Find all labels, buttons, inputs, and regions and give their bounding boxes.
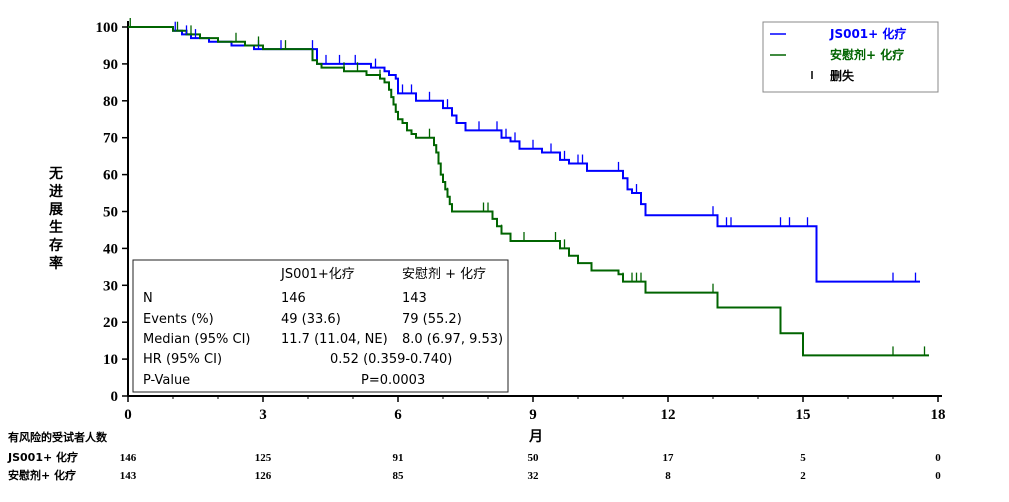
y-tick-label: 90 [103,57,118,73]
risk-table: 有风险的受试者人数 JS001+ 化疗 安慰剂+ 化疗 146 125 91 50 17… [7,430,941,482]
risk-count: 0 [935,470,941,482]
stats-cell: 8.0 (6.97, 9.53) [402,332,503,347]
x-tick-label: 9 [529,407,537,423]
y-axis-title: 无进展生存率 [48,166,63,272]
risk-count: 143 [120,470,137,482]
y-tick-label: 20 [103,315,118,331]
y-axis-title-char: 无 [48,166,63,182]
y-axis-title-char: 存 [49,237,63,254]
risk-count: 146 [120,452,137,464]
stats-col-header-js001: JS001+化疗 [280,267,355,282]
legend-label-js001: JS001+ 化疗 [829,26,906,41]
stats-row-label: HR (95% CI) [143,352,222,367]
risk-count: 126 [255,470,272,482]
stats-col-header-placebo: 安慰剂 + 化疗 [402,267,486,282]
stats-table-box [132,259,509,393]
stats-cell: 49 (33.6) [281,312,341,327]
legend-label-censored: 删失 [830,68,855,83]
legend-box [762,21,939,93]
y-axis-title-char: 生 [49,219,63,236]
y-axis-title-char: 展 [49,202,63,218]
stats-row-label: P-Value [143,373,190,388]
stats-cell: 143 [402,291,427,306]
risk-count: 8 [665,470,671,482]
y-axis-title-char: 率 [49,255,63,272]
risk-count: 85 [393,470,405,482]
stats-cell-merged: 0.52 (0.359-0.740) [330,352,452,367]
risk-count: 17 [663,452,675,464]
stats-row-label: N [143,291,153,306]
stats-cell: 11.7 (11.04, NE) [281,332,388,347]
curves-layer [128,26,929,357]
risk-count: 32 [528,470,540,482]
axes-layer: 0 10 20 30 40 50 60 70 80 90 100 0 3 6 9 12 15 18 [96,20,946,423]
stats-row-label: Events (%) [143,312,214,327]
y-tick-label: 50 [103,205,118,221]
km-curve-js001 [128,26,920,283]
y-tick-label: 70 [103,131,118,147]
risk-count: 2 [800,470,806,482]
x-tick-label: 12 [661,407,676,423]
y-tick-label: 80 [103,94,118,110]
risk-count: 125 [255,452,272,464]
x-axis-title: 月 [528,429,543,445]
x-tick-label: 3 [259,407,267,423]
stats-row-label: Median (95% CI) [143,332,251,347]
y-tick-label: 30 [103,278,118,294]
risk-count: 50 [528,452,540,464]
legend-label-placebo: 安慰剂+ 化疗 [830,47,904,62]
km-curve-placebo [128,26,929,357]
stats-cell-merged: P=0.0003 [361,373,425,388]
x-tick-label: 0 [124,407,132,423]
y-tick-label: 60 [103,168,118,184]
x-tick-label: 6 [394,407,402,423]
legend: JS001+ 化疗 安慰剂+ 化疗 删失 [762,21,939,93]
y-tick-label: 0 [111,389,119,405]
y-axis-title-char: 进 [49,184,63,200]
x-tick-label: 18 [931,407,946,423]
stats-table: JS001+化疗 安慰剂 + 化疗 N 146 143 Events (%) 4… [132,259,509,393]
y-tick-label: 10 [103,352,118,368]
risk-count: 5 [800,452,806,464]
stats-cell: 146 [281,291,306,306]
risk-count: 0 [935,452,941,464]
censor-marks-layer [129,18,926,356]
risk-row-label-js001: JS001+ 化疗 [7,450,78,464]
risk-count: 91 [393,452,404,464]
y-tick-label: 100 [96,20,119,36]
risk-table-title: 有风险的受试者人数 [8,430,108,444]
y-tick-label: 40 [103,241,118,257]
x-tick-label: 15 [796,407,811,423]
stats-cell: 79 (55.2) [402,312,462,327]
risk-row-label-placebo: 安慰剂+ 化疗 [8,468,76,482]
